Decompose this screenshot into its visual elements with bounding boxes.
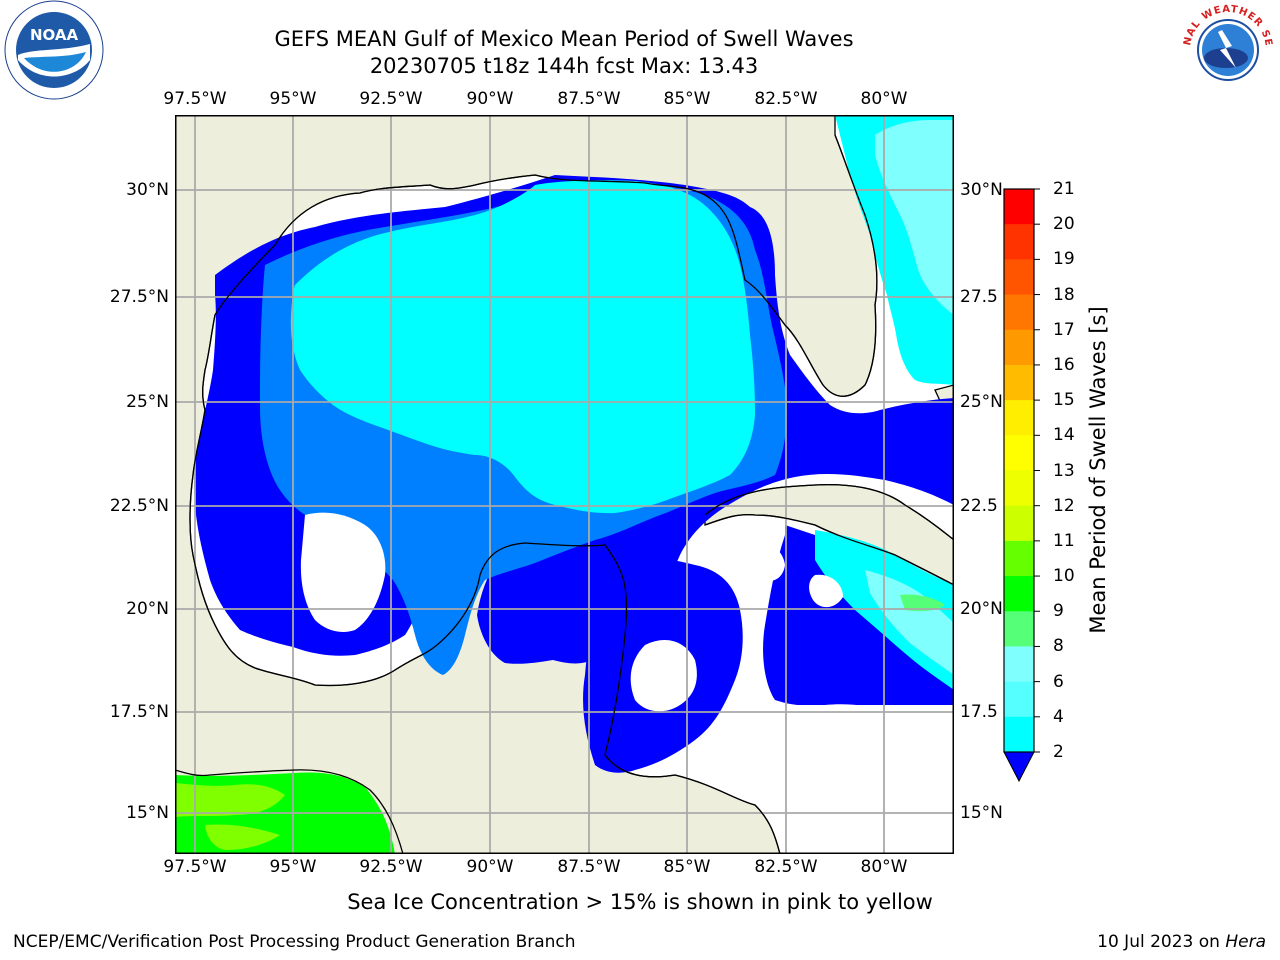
lat-label-left: 25°N: [126, 392, 169, 412]
lat-label-left: 15°N: [126, 803, 169, 823]
lon-label-bottom: 90°W: [466, 857, 514, 877]
colorbar: [1003, 188, 1040, 783]
lon-label-top: 92.5°W: [359, 89, 423, 109]
colorbar-cell: [1004, 540, 1034, 577]
colorbar-tick-label: 9: [1053, 601, 1064, 622]
colorbar-cell: [1004, 470, 1034, 507]
colorbar-tick-label: 12: [1053, 495, 1075, 516]
colorbar-cell: [1004, 576, 1034, 612]
lon-label-bottom: 92.5°W: [359, 857, 423, 877]
colorbar-tick-label: 4: [1053, 706, 1064, 727]
noaa-logo-text: NOAA: [30, 26, 79, 44]
colorbar-tick-label: 14: [1053, 425, 1075, 446]
colorbar-cell: [1004, 364, 1034, 401]
swell-level-11-12: [175, 783, 285, 850]
nws-logo: NATIONAL WEATHER SERVICE: [1178, 0, 1276, 98]
generation-date: 10 Jul 2023 on Hera: [1097, 932, 1266, 952]
colorbar-cell: [1004, 224, 1034, 260]
colorbar-cell: [1004, 505, 1034, 542]
producer-credit: NCEP/EMC/Verification Post Processing Pr…: [13, 932, 576, 952]
lat-label-right: 20°N: [960, 599, 1003, 619]
chart-title: GEFS MEAN Gulf of Mexico Mean Period of …: [274, 27, 854, 51]
colorbar-tick-label: 20: [1053, 214, 1075, 235]
host-name: Hera: [1225, 932, 1266, 952]
lon-label-top: 95°W: [269, 89, 317, 109]
colorbar-tick-label: 13: [1053, 460, 1075, 481]
lon-label-top: 97.5°W: [163, 89, 227, 109]
map-frame: [175, 115, 954, 854]
lon-label-bottom: 97.5°W: [163, 857, 227, 877]
colorbar-cell: [1004, 611, 1034, 647]
map-panel: [175, 115, 954, 854]
colorbar-cell: [1004, 259, 1034, 296]
noaa-logo: NOAA: [4, 0, 104, 100]
colorbar-cell: [1004, 329, 1034, 366]
lon-label-bottom: 85°W: [663, 857, 711, 877]
colorbar-cell: [1004, 189, 1034, 225]
lon-label-top: 85°W: [663, 89, 711, 109]
lon-label-bottom: 87.5°W: [557, 857, 621, 877]
lon-label-top: 82.5°W: [754, 89, 818, 109]
colorbar-label: Mean Period of Swell Waves [s]: [1086, 306, 1110, 634]
lon-label-bottom: 82.5°W: [754, 857, 818, 877]
lon-label-top: 90°W: [466, 89, 514, 109]
lon-label-top: 80°W: [860, 89, 908, 109]
lat-label-left: 30°N: [126, 180, 169, 200]
colorbar-cell: [1004, 681, 1034, 718]
colorbar-tick-label: 16: [1053, 354, 1075, 375]
lat-label-right: 17.5: [960, 702, 998, 722]
lat-label-right: 25°N: [960, 392, 1003, 412]
lat-label-right: 27.5: [960, 287, 998, 307]
lat-label-left: 17.5°N: [109, 702, 169, 722]
colorbar-cell: [1004, 646, 1034, 683]
colorbar-tick-label: 10: [1053, 566, 1075, 587]
colorbar-tick-label: 21: [1053, 179, 1075, 199]
colorbar-tick-label: 6: [1053, 671, 1064, 692]
colorbar-cell: [1004, 294, 1034, 331]
lon-label-top: 87.5°W: [557, 89, 621, 109]
lat-label-right: 30°N: [960, 180, 1003, 200]
colorbar-cell: [1004, 400, 1034, 436]
colorbar-extend-arrow: [1003, 751, 1035, 783]
swell-level-9-10: [900, 594, 945, 612]
lon-label-bottom: 95°W: [269, 857, 317, 877]
lat-label-left: 27.5°N: [109, 287, 169, 307]
lon-label-bottom: 80°W: [860, 857, 908, 877]
colorbar-tick-label: 8: [1053, 636, 1064, 657]
colorbar-tick-label: 15: [1053, 390, 1075, 411]
sea-ice-note: Sea Ice Concentration > 15% is shown in …: [347, 890, 933, 914]
lat-label-left: 22.5°N: [109, 496, 169, 516]
lat-label-right: 15°N: [960, 803, 1003, 823]
colorbar-tick-label: 18: [1053, 284, 1075, 305]
colorbar-cell: [1004, 435, 1034, 471]
colorbar-tick-label: 11: [1053, 530, 1075, 551]
swell-level-8-9: [865, 120, 954, 675]
graticule: [175, 115, 954, 854]
colorbar-tick-label: 2: [1053, 742, 1064, 762]
chart-subtitle: 20230705 t18z 144h fcst Max: 13.43: [369, 54, 759, 78]
colorbar-tick-label: 17: [1053, 319, 1075, 340]
colorbar-cell: [1004, 716, 1034, 753]
swell-nodata-patches: [300, 512, 954, 854]
lat-label-right: 22.5: [960, 496, 998, 516]
lat-label-left: 20°N: [126, 599, 169, 619]
coastline: [175, 134, 954, 854]
colorbar-tick-label: 19: [1053, 249, 1075, 270]
